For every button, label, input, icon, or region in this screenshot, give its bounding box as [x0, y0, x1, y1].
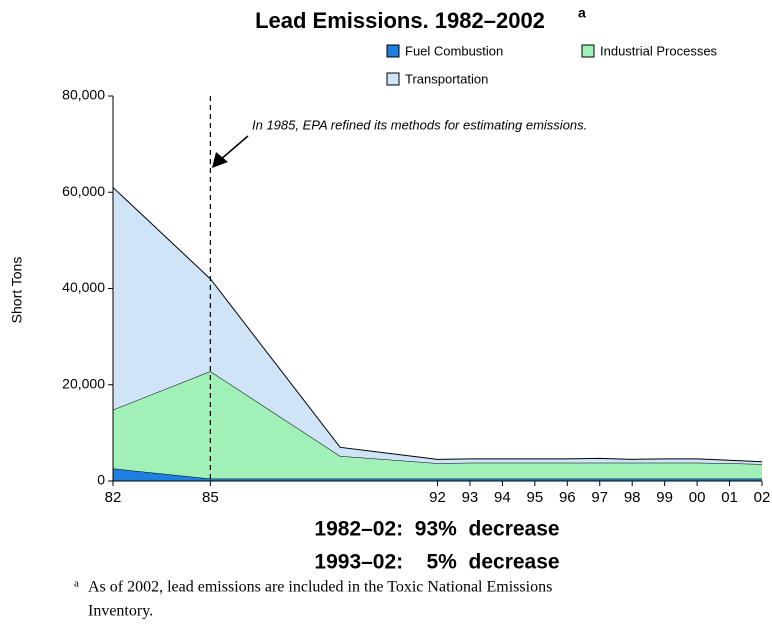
arrow-head: [212, 152, 228, 168]
summary: 1993–02: 5% decrease: [314, 551, 559, 574]
x-tick-label: 02: [754, 489, 771, 506]
x-tick-label: 99: [656, 489, 673, 506]
summary: 1982–02: 93% decrease: [314, 518, 559, 541]
area-edge: [112, 187, 763, 463]
y-tick-label: 0: [97, 472, 105, 488]
x-tick-label: 96: [559, 489, 576, 506]
x-tick-label: 00: [689, 489, 706, 506]
x-tick-label: 85: [202, 489, 219, 506]
y-tick-label: 20,000: [62, 375, 105, 391]
legend-swatch: [386, 44, 400, 58]
x-tick-label: 94: [494, 489, 511, 506]
y-tick-label: 60,000: [62, 183, 105, 199]
title-note: a: [578, 5, 586, 21]
x-tick-label: 98: [624, 489, 641, 506]
legend-label: Transportation: [405, 71, 488, 86]
x-tick-label: 97: [591, 489, 608, 506]
y-axis-label: Short Tons: [9, 257, 25, 324]
x-tick-label: 01: [721, 489, 738, 506]
arrow-shaft: [219, 135, 249, 161]
area: [113, 371, 762, 479]
footnote: As of 2002, lead emissions are included …: [88, 579, 552, 596]
x-tick-label: 95: [527, 489, 544, 506]
x-tick-label: 93: [462, 489, 479, 506]
footnote-mark: a: [74, 578, 79, 590]
legend-label: Fuel Combustion: [405, 43, 503, 58]
area: [113, 187, 762, 465]
annotation: In 1985, EPA refined its methods for est…: [252, 117, 587, 132]
chart-title: Lead Emissions. 1982–2002: [255, 8, 545, 33]
legend-label: Industrial Processes: [600, 43, 718, 58]
x-tick-label: 82: [105, 489, 122, 506]
area: [113, 468, 762, 481]
y-tick-label: 80,000: [62, 87, 105, 103]
y-tick-label: 40,000: [62, 279, 105, 295]
legend-swatch: [581, 44, 595, 58]
legend-swatch: [386, 72, 400, 86]
footnote: Inventory.: [88, 603, 153, 620]
x-tick-label: 92: [429, 489, 446, 506]
